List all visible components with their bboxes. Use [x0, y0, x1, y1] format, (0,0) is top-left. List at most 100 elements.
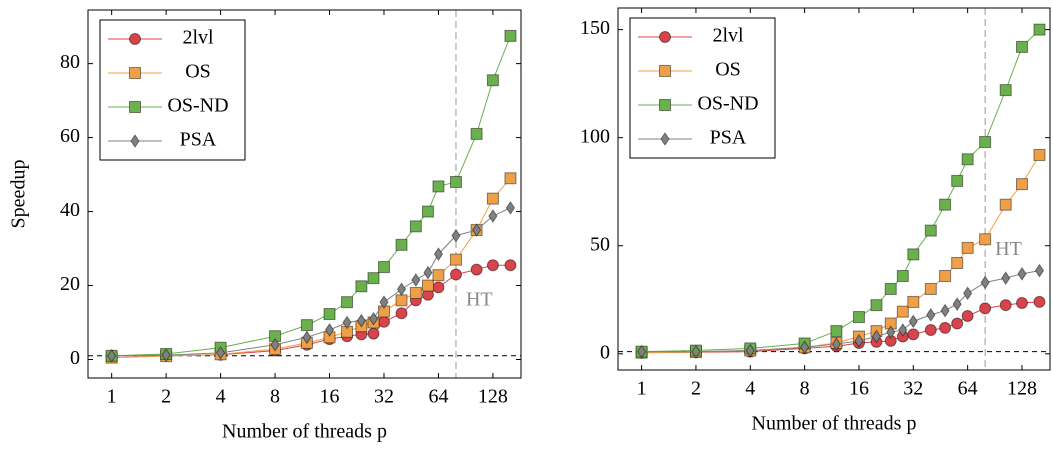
x-tick-label: 64: [958, 378, 978, 400]
y-tick-label: 60: [60, 125, 80, 147]
legend-label: PSA: [710, 127, 747, 149]
legend-label: OS-ND: [697, 93, 758, 115]
annotation: HT: [995, 238, 1022, 260]
point: [1015, 178, 1028, 191]
point: [951, 317, 964, 330]
point: [396, 282, 407, 297]
point: [367, 272, 380, 285]
y-tick-label: 20: [60, 273, 80, 295]
point: [939, 269, 952, 282]
point: [504, 29, 517, 42]
point: [395, 294, 408, 307]
point: [107, 348, 117, 363]
series-line: [111, 35, 511, 357]
legend-label: 2lvl: [182, 27, 214, 49]
point: [961, 153, 974, 166]
point: [951, 257, 964, 270]
point: [980, 275, 990, 290]
legend-marker: [129, 33, 141, 45]
point: [951, 174, 964, 187]
x-tick-label: 1: [107, 386, 117, 408]
point: [270, 337, 280, 352]
point: [830, 325, 843, 338]
point: [432, 281, 445, 294]
plot-area: [635, 23, 1046, 359]
x-tick-label: 4: [745, 378, 755, 400]
point: [1033, 295, 1046, 308]
point: [939, 198, 952, 211]
point: [449, 253, 462, 266]
y-tick-label: 0: [70, 347, 80, 369]
point: [368, 311, 379, 326]
axes-frame: [87, 9, 522, 379]
point: [871, 329, 882, 344]
legend-label: OS: [715, 59, 741, 81]
x-tick-label: 16: [320, 386, 340, 408]
point: [449, 268, 462, 281]
point: [379, 295, 389, 310]
point: [926, 307, 936, 322]
point: [908, 314, 918, 329]
legend-label: OS: [185, 61, 211, 83]
annotation: HT: [466, 288, 493, 310]
legend-label: OS-ND: [167, 95, 228, 117]
point: [342, 315, 352, 330]
point: [961, 309, 974, 322]
point: [409, 220, 422, 233]
point: [1001, 271, 1011, 286]
y-tick-label: 40: [60, 199, 80, 221]
legend-marker: [659, 65, 671, 77]
point: [940, 303, 950, 318]
point: [800, 340, 810, 355]
point: [745, 343, 755, 358]
point: [486, 74, 499, 87]
series-line: [641, 154, 1040, 354]
point: [886, 325, 896, 340]
legend-marker: [659, 99, 671, 111]
point: [395, 238, 408, 251]
point: [952, 297, 962, 311]
x-tick-label: 8: [270, 386, 280, 408]
point: [924, 224, 937, 237]
x-tick-label: 8: [800, 378, 810, 400]
y-tick-label: 50: [590, 233, 610, 255]
legend-label: PSA: [180, 129, 217, 151]
point: [505, 200, 516, 215]
x-tick-label: 4: [216, 386, 226, 408]
point: [395, 307, 408, 320]
x-tick-label: 16: [849, 378, 869, 400]
x-tick-label: 32: [374, 386, 394, 408]
point: [377, 315, 390, 328]
point: [355, 280, 368, 293]
point: [852, 311, 865, 324]
point: [215, 345, 226, 360]
point: [432, 269, 445, 282]
point: [907, 248, 920, 261]
point: [486, 259, 499, 272]
point: [488, 209, 498, 223]
point: [898, 323, 908, 337]
legend-marker: [129, 101, 141, 113]
point: [924, 324, 937, 337]
point: [999, 198, 1012, 211]
x-tick-label: 2: [691, 378, 701, 400]
x-axis-label: Number of threads p: [222, 421, 387, 443]
plot-area: [105, 29, 517, 364]
point: [486, 192, 499, 205]
y-tick-label: 0: [600, 341, 610, 363]
point: [963, 286, 973, 301]
point: [691, 344, 701, 359]
y-axis-label: Speedup: [8, 160, 30, 229]
y-tick-label: 150: [580, 17, 610, 39]
x-axis-label: Number of threads p: [752, 413, 917, 435]
point: [421, 205, 434, 218]
legend-marker: [130, 134, 140, 148]
point: [999, 84, 1012, 97]
point: [896, 305, 909, 318]
point: [999, 299, 1012, 312]
point: [161, 348, 171, 362]
point: [1033, 23, 1046, 36]
point: [1015, 297, 1028, 310]
point: [302, 330, 312, 345]
